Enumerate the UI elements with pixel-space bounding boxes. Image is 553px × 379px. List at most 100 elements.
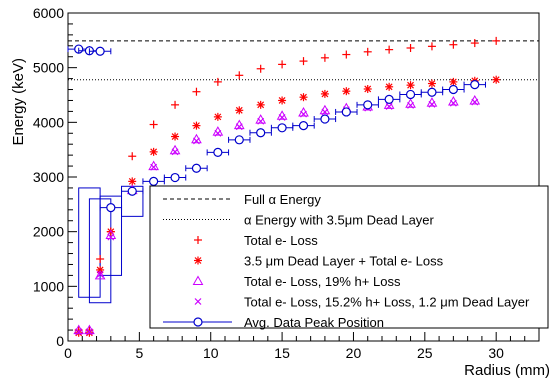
data-point (449, 77, 458, 86)
legend-entry: Avg. Data Peak Position (163, 315, 384, 330)
data-point (234, 135, 244, 145)
data-point (385, 103, 393, 110)
y-tick-label: 1000 (33, 278, 64, 294)
data-point (449, 40, 458, 49)
data-point (406, 81, 415, 90)
legend-swatch (194, 256, 202, 265)
data-point (427, 87, 437, 97)
data-point (321, 108, 329, 116)
data-point (170, 172, 180, 183)
data-point (85, 328, 93, 336)
data-point (277, 123, 287, 133)
data-marks (67, 36, 501, 337)
x-tick-label: 25 (417, 345, 433, 361)
x-tick-label: 15 (274, 345, 290, 361)
legend-entry: Total e- Loss (194, 233, 318, 248)
data-point (171, 100, 180, 109)
data-point (149, 120, 158, 129)
data-point (94, 269, 106, 280)
data-point (471, 98, 479, 106)
data-point (342, 50, 351, 59)
legend-swatch (194, 298, 202, 305)
axes: 0 1000 2000 3000 4000 5000 6000 0 5 10 15 20 25 30 (33, 5, 526, 361)
y-tick-label: 4000 (33, 114, 64, 130)
data-point (385, 82, 394, 91)
legend-swatch (193, 317, 203, 327)
x-tick-label: 10 (203, 345, 219, 361)
data-point (278, 60, 287, 69)
data-point (385, 45, 394, 54)
data-point (427, 42, 436, 51)
data-point (235, 71, 244, 80)
legend-entry: α Energy with 3.5μm Dead Layer (163, 213, 435, 228)
y-tick-label: 2000 (33, 224, 64, 240)
legend-label: α Energy with 3.5μm Dead Layer (244, 213, 435, 228)
data-point (300, 110, 307, 118)
data-point (96, 270, 104, 278)
data-point (341, 107, 351, 117)
x-tick-label: 30 (488, 345, 504, 361)
data-point (149, 176, 159, 186)
data-point (214, 129, 222, 137)
data-point (427, 79, 436, 88)
data-point (106, 203, 116, 213)
legend-box (149, 185, 549, 329)
legend-entry: Full α Energy (163, 192, 321, 207)
data-point (448, 84, 458, 95)
data-point (257, 117, 265, 125)
reference-lines (68, 40, 539, 81)
data-point (428, 100, 436, 108)
data-point (256, 100, 265, 109)
legend-entry: Total e- Loss, 19% h+ Loss (192, 274, 401, 289)
data-point (127, 186, 137, 196)
data-point (171, 132, 180, 141)
data-point (363, 47, 372, 56)
legend-label: Avg. Data Peak Position (244, 315, 384, 330)
data-point (256, 64, 265, 73)
legend: Full α Energy α Energy with 3.5μm Dead La… (149, 185, 549, 330)
y-tick-label: 6000 (33, 5, 64, 21)
legend-label: Total e- Loss, 19% h+ Loss (244, 274, 401, 289)
y-tick-label: 0 (56, 333, 64, 349)
data-point (299, 57, 308, 66)
data-point (128, 152, 137, 161)
data-point (150, 163, 158, 171)
data-point (107, 233, 115, 241)
data-point (278, 113, 286, 121)
data-point (384, 94, 394, 104)
data-point (449, 99, 457, 107)
data-point (171, 148, 179, 156)
data-point (363, 84, 372, 93)
legend-entry: 3.5 μm Dead Layer + Total e- Loss (194, 254, 444, 269)
data-point (149, 147, 158, 156)
data-point (235, 123, 243, 131)
data-point (95, 46, 105, 56)
data-point (278, 96, 287, 105)
legend-label: Total e- Loss (244, 233, 318, 248)
data-point (470, 80, 480, 90)
data-point (320, 114, 330, 124)
legend-label: Total e- Loss, 15.2% h+ Loss, 1.2 μm Dea… (244, 295, 530, 310)
data-point (406, 43, 415, 52)
data-point (96, 255, 105, 263)
data-point (298, 121, 309, 131)
data-point (75, 328, 83, 336)
data-point (256, 128, 266, 138)
data-point (213, 112, 222, 121)
data-point (299, 93, 308, 102)
x-tick-label: 20 (346, 345, 362, 361)
data-point (342, 87, 351, 96)
data-point (193, 137, 200, 145)
uncertainty-box (99, 195, 123, 276)
data-point (192, 121, 201, 130)
data-point (470, 39, 479, 48)
data-point (492, 75, 501, 84)
series-4 (67, 44, 486, 213)
data-point (407, 101, 414, 109)
x-tick-label: 5 (135, 345, 143, 361)
data-point (405, 89, 416, 100)
legend-swatch (192, 275, 204, 285)
data-point (363, 100, 373, 110)
legend-label: Full α Energy (244, 192, 321, 207)
